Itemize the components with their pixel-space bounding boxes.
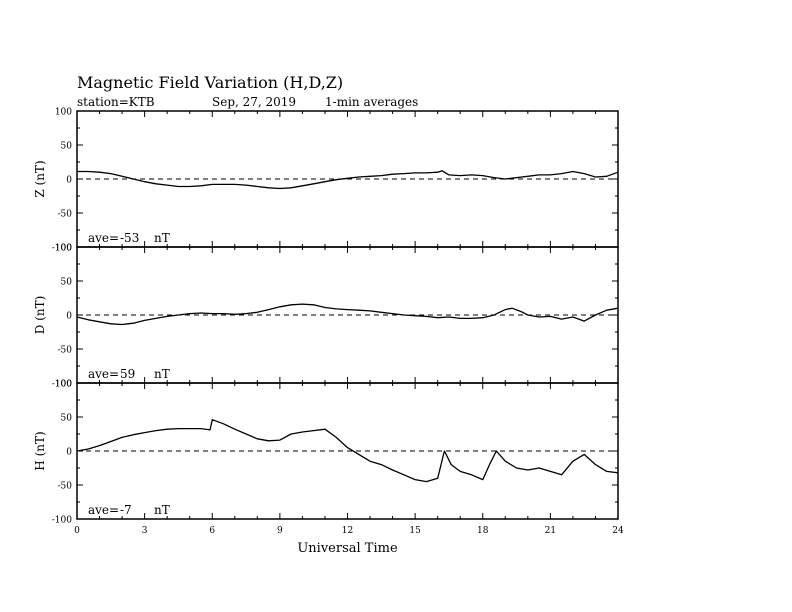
z-ave-unit: nT <box>154 231 170 245</box>
d-y-tick-label: 100 <box>55 244 72 254</box>
h-y-tick-label: -50 <box>58 482 73 492</box>
h-y-tick-label: 100 <box>55 380 72 390</box>
h-series-line <box>76 419 619 483</box>
d-ave-label: ave= <box>88 367 119 381</box>
d-y-tick-label: 50 <box>61 278 73 288</box>
x-tick-label: 9 <box>277 526 283 536</box>
x-axis-label: Universal Time <box>297 541 398 556</box>
h-y-tick-label: 50 <box>61 414 73 424</box>
h-ave-label: ave= <box>88 503 119 517</box>
h-y-tick-label: 0 <box>66 448 72 458</box>
station-label: station=KTB <box>77 95 155 109</box>
z-y-tick-label: -100 <box>52 244 72 254</box>
d-y-tick-label: -50 <box>58 346 73 356</box>
h-ave-unit: nT <box>154 503 170 517</box>
x-tick-label: 6 <box>209 526 215 536</box>
x-tick-label: 0 <box>74 526 80 536</box>
d-y-axis-label: D (nT) <box>33 296 47 335</box>
d-y-tick-label: -100 <box>52 380 72 390</box>
z-series-line <box>77 170 619 190</box>
date-label: Sep, 27, 2019 <box>212 95 297 109</box>
z-y-tick-label: 100 <box>55 108 72 118</box>
d-y-tick-label: 0 <box>66 312 72 322</box>
x-tick-label: 12 <box>342 526 353 536</box>
z-ave-value: -53 <box>120 231 139 245</box>
z-y-tick-label: 50 <box>61 142 73 152</box>
z-y-tick-label: -50 <box>58 210 73 220</box>
z-y-tick-label: 0 <box>66 176 72 186</box>
d-ave-unit: nT <box>154 367 170 381</box>
d-ave-value: 59 <box>120 367 135 381</box>
chart-title: Magnetic Field Variation (H,D,Z) <box>77 73 344 92</box>
z-ave-label: ave= <box>88 231 119 245</box>
x-tick-label: 21 <box>545 526 556 536</box>
z-y-axis-label: Z (nT) <box>33 160 47 197</box>
h-y-tick-label: -100 <box>52 516 72 526</box>
d-series-line <box>76 303 619 326</box>
x-tick-label: 24 <box>612 526 624 536</box>
x-tick-label: 15 <box>409 526 421 536</box>
x-tick-label: 3 <box>142 526 148 536</box>
averaging-label: 1-min averages <box>325 95 419 109</box>
x-tick-label: 18 <box>477 526 489 536</box>
h-ave-value: -7 <box>120 503 132 517</box>
h-y-axis-label: H (nT) <box>33 431 47 470</box>
